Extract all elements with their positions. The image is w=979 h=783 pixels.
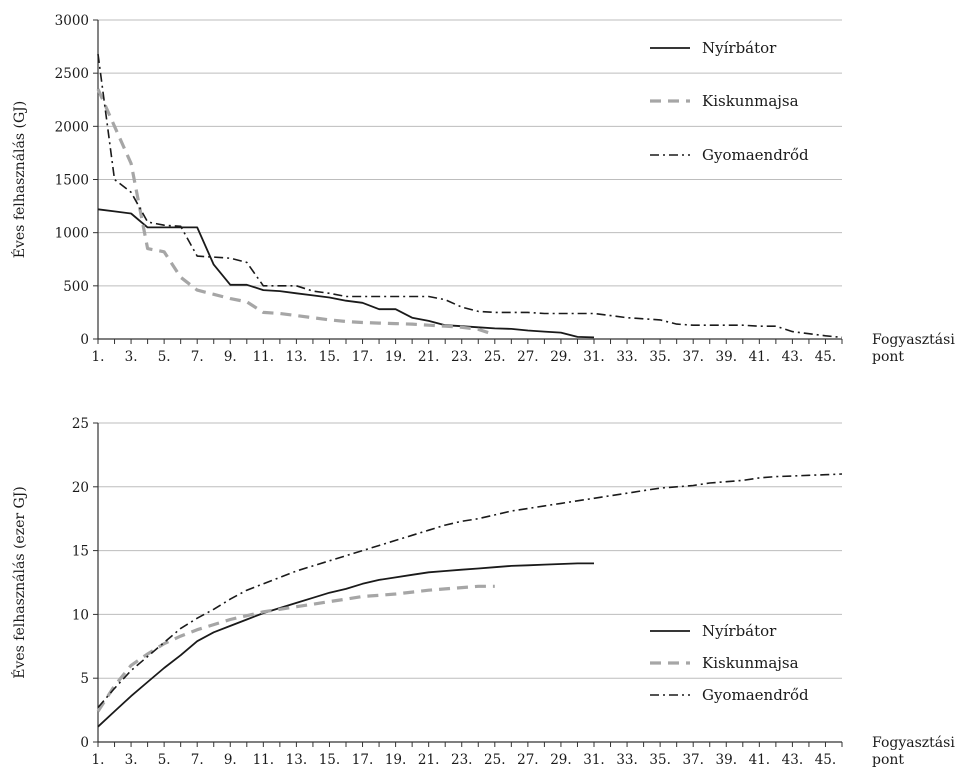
x-tick-label: 7.	[191, 349, 204, 365]
x-tick-label: 11.	[253, 752, 274, 768]
x-tick-label: 9.	[224, 752, 237, 768]
y-tick-label: 1000	[55, 226, 89, 242]
x-tick-label: 27.	[517, 752, 538, 768]
x-tick-label: 3.	[125, 349, 138, 365]
legend-label: Gyomaendrőd	[702, 686, 809, 704]
y-tick-label: 25	[72, 416, 89, 432]
x-tick-label: 21.	[418, 752, 439, 768]
legend-label: Kiskunmajsa	[702, 92, 799, 110]
x-tick-label: 33.	[616, 752, 637, 768]
x-tick-label: 25.	[484, 752, 505, 768]
x-tick-label: 11.	[253, 349, 274, 365]
x-tick-label: 13.	[286, 349, 307, 365]
x-tick-label: 23.	[451, 349, 472, 365]
x-tick-label: 29.	[550, 349, 571, 365]
x-tick-label: 1.	[92, 752, 105, 768]
y-tick-label: 0	[80, 735, 89, 751]
y-tick-label: 3000	[55, 13, 89, 29]
legend-label: Nyírbátor	[702, 622, 777, 640]
x-tick-label: 21.	[418, 349, 439, 365]
y-tick-label: 0	[80, 332, 89, 348]
x-tick-label: 37.	[682, 349, 703, 365]
series-line-2	[96, 584, 495, 713]
y-tick-label: 500	[63, 279, 89, 295]
x-tick-label: 33.	[616, 349, 637, 365]
x-tick-label: 15.	[319, 752, 340, 768]
x-tick-label: 13.	[286, 752, 307, 768]
x-tick-label: 39.	[716, 349, 737, 365]
x-tick-label: 43.	[782, 752, 803, 768]
series-line-3	[97, 53, 843, 339]
y-tick-label: 10	[72, 607, 89, 623]
y-tick-label: 5	[80, 671, 89, 687]
x-tick-label: 5.	[158, 349, 171, 365]
x-tick-label: 19.	[385, 349, 406, 365]
y-tick-label: 2000	[55, 119, 89, 135]
y-tick-label: 2500	[55, 66, 89, 82]
series-line-1	[97, 562, 594, 728]
x-tick-label: 17.	[352, 349, 373, 365]
x-axis-label: Fogyasztási	[872, 332, 955, 348]
x-tick-label: 45.	[815, 349, 836, 365]
x-tick-label: 35.	[649, 752, 670, 768]
x-tick-label: 19.	[385, 752, 406, 768]
x-tick-label: 39.	[716, 752, 737, 768]
series-line-3	[97, 473, 843, 709]
y-axis-label: Éves felhasználás (GJ)	[10, 101, 28, 258]
x-tick-label: 17.	[352, 752, 373, 768]
x-tick-label: 43.	[782, 349, 803, 365]
y-tick-label: 20	[72, 480, 89, 496]
x-tick-label: 23.	[451, 752, 472, 768]
y-axis-label: Éves felhasználás (ezer GJ)	[10, 486, 28, 679]
x-tick-label: 27.	[517, 349, 538, 365]
x-axis-label: pont	[872, 752, 904, 768]
x-axis-label: pont	[872, 349, 904, 365]
legend-label: Kiskunmajsa	[702, 654, 799, 672]
x-tick-label: 29.	[550, 752, 571, 768]
series-line-2	[96, 88, 496, 337]
chart-panel-1: 0 500 1000 1500 2000 2500 3000 1. 3. 5. 7. 9. 11. 13.…	[10, 13, 955, 365]
x-tick-label: 25.	[484, 349, 505, 365]
legend-label: Nyírbátor	[702, 39, 777, 57]
x-tick-label: 5.	[158, 752, 171, 768]
x-tick-label: 3.	[125, 752, 138, 768]
series-line-1	[97, 208, 595, 339]
y-tick-label: 15	[72, 544, 89, 560]
x-tick-label: 31.	[583, 752, 604, 768]
x-tick-label: 7.	[191, 752, 204, 768]
x-tick-label: 31.	[583, 349, 604, 365]
x-tick-label: 35.	[649, 349, 670, 365]
x-tick-label: 9.	[224, 349, 237, 365]
y-tick-label: 1500	[55, 173, 89, 189]
x-tick-label: 45.	[815, 752, 836, 768]
x-tick-label: 15.	[319, 349, 340, 365]
x-tick-label: 41.	[749, 752, 770, 768]
x-tick-label: 41.	[749, 349, 770, 365]
x-axis-label: Fogyasztási	[872, 735, 955, 751]
legend-label: Gyomaendrőd	[702, 146, 809, 164]
chart-panel-2: 0 5 10 15 20 25 1. 3. 5. 7. 9. 11. 13. 15. 17. 19. 21. 23…	[10, 416, 955, 768]
x-tick-label: 37.	[682, 752, 703, 768]
x-tick-label: 1.	[92, 349, 105, 365]
